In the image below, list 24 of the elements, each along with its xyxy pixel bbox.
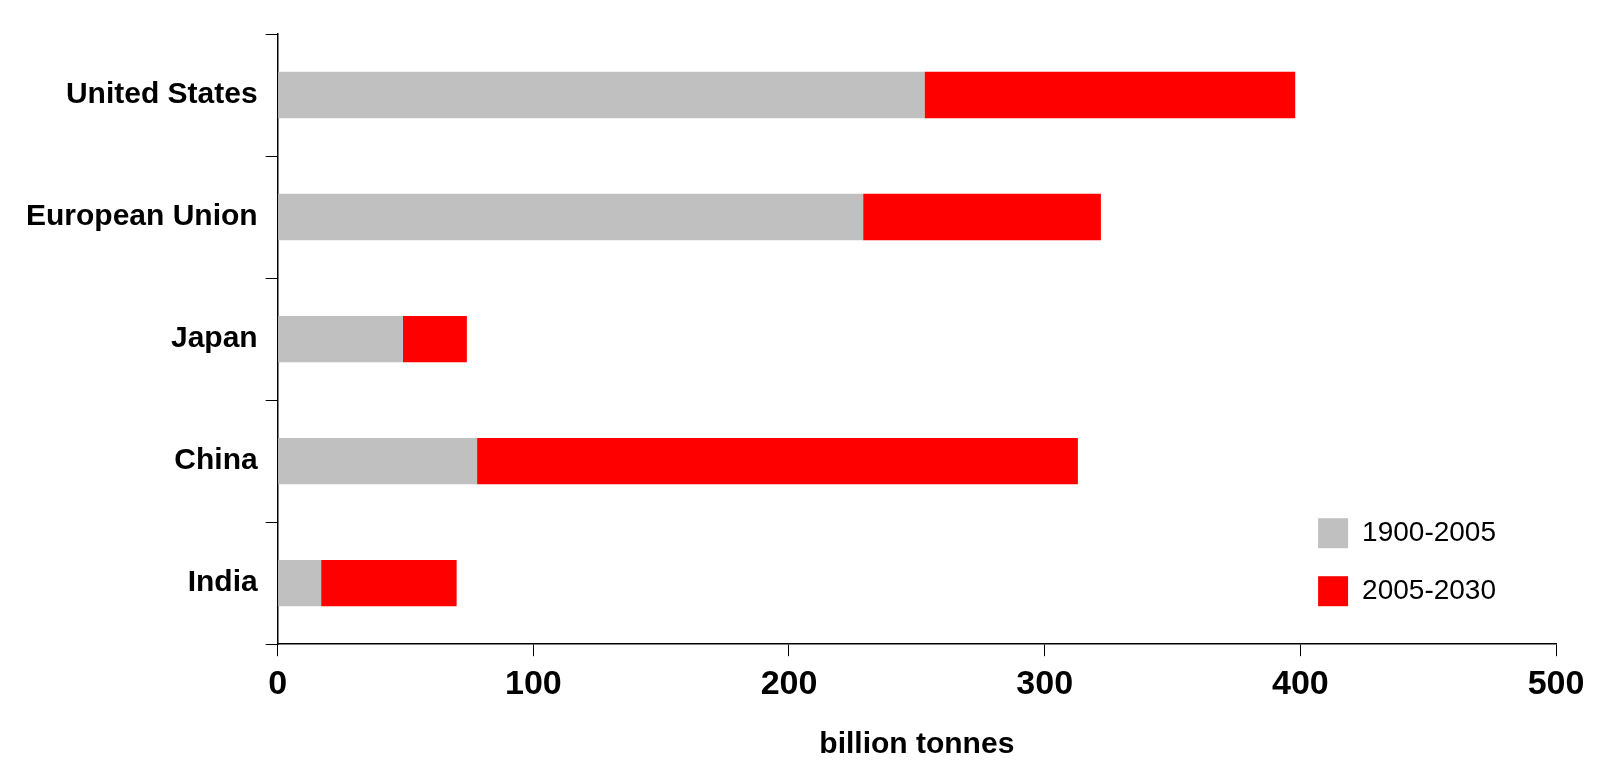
x-tick-label: 400 xyxy=(1271,662,1329,701)
x-axis-title: billion tonnes xyxy=(819,726,1015,760)
bar xyxy=(863,193,1101,241)
bar xyxy=(278,559,322,607)
y-tick-label: European Union xyxy=(25,198,258,232)
bar xyxy=(402,315,467,363)
legend-label: 1900-2005 xyxy=(1362,515,1496,547)
bar xyxy=(278,437,478,485)
bar xyxy=(278,193,864,241)
y-tick-label: United States xyxy=(65,76,258,110)
bar xyxy=(477,437,1078,485)
x-tick-label: 100 xyxy=(504,662,562,701)
bar xyxy=(278,71,925,119)
bar xyxy=(321,559,457,607)
y-tick-label: China xyxy=(174,442,258,476)
x-tick-label: 0 xyxy=(268,662,288,701)
legend-label: 2005-2030 xyxy=(1362,573,1496,605)
x-tick-label: 500 xyxy=(1527,662,1585,701)
bar xyxy=(924,71,1296,119)
bar xyxy=(278,315,403,363)
x-tick-label: 300 xyxy=(1016,662,1074,701)
y-tick-label: India xyxy=(187,564,258,598)
x-tick-label: 200 xyxy=(760,662,818,701)
y-tick-label: Japan xyxy=(170,320,258,354)
